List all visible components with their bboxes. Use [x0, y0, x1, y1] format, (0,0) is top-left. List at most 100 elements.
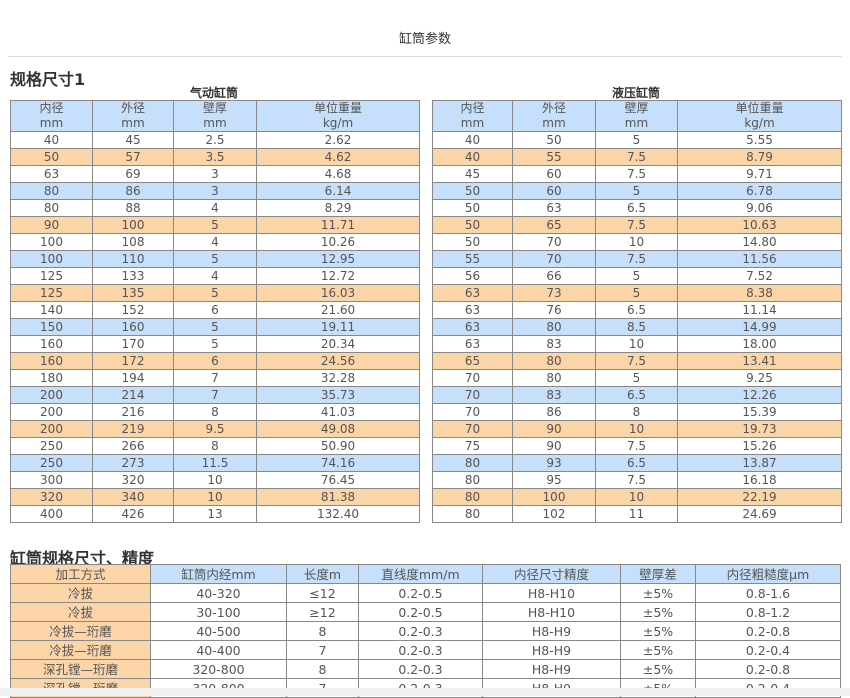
table-cell: H8-H9: [482, 659, 621, 679]
table-cell: 108: [92, 233, 174, 251]
table-cell: 125: [10, 284, 93, 302]
column-header: 加工方式: [10, 564, 151, 584]
table-cell: 45: [92, 131, 174, 149]
table-cell: ±5%: [620, 659, 696, 679]
header-line: kg/m: [744, 116, 775, 130]
table-cell: 340: [92, 488, 174, 506]
header-row: 内径 mm 外径 mm 壁厚 mm 单位重量 kg/m: [432, 100, 842, 132]
table-cell: 9.5: [173, 420, 257, 438]
header-line: mm: [624, 116, 649, 130]
table-cell: 70: [432, 369, 513, 387]
table-cell: 8: [173, 437, 257, 455]
process-method: 冷拔: [10, 602, 151, 622]
table-cell: 11.56: [677, 250, 842, 268]
table-row: 125 135 5 16.03: [10, 284, 420, 302]
table-cell: 50: [432, 199, 513, 217]
table-row: 50 70 10 14.80: [432, 233, 842, 251]
table-cell: 7.5: [595, 250, 678, 268]
table-row: 冷拔—珩磨 40-500 8 0.2-0.3 H8-H9 ±5% 0.2-0.8: [10, 621, 841, 641]
table-cell: 70: [512, 233, 596, 251]
table-cell: 70: [512, 250, 596, 268]
table-cell: 10: [595, 233, 678, 251]
column-header: 缸筒内经mm: [150, 564, 287, 584]
table-cell: 75: [432, 437, 513, 455]
table-cell: 110: [92, 250, 174, 268]
table-cell: 65: [512, 216, 596, 234]
table-cell: 250: [10, 454, 93, 472]
table-cell: 300: [10, 471, 93, 489]
table-row: 50 63 6.5 9.06: [432, 199, 842, 217]
header-line: mm: [460, 116, 485, 130]
table-cell: 133: [92, 267, 174, 285]
table-cell: 50: [512, 131, 596, 149]
table-cell: 8.29: [256, 199, 420, 217]
table-cell: 132.40: [256, 505, 420, 523]
divider: [8, 56, 842, 57]
table-cell: 63: [512, 199, 596, 217]
table-cell: 180: [10, 369, 93, 387]
table-row: 50 65 7.5 10.63: [432, 216, 842, 234]
table-cell: 15.39: [677, 403, 842, 421]
table-cell: 3: [173, 165, 257, 183]
table-cell: 95: [512, 471, 596, 489]
table-cell: 4: [173, 267, 257, 285]
bottom-bar: [0, 688, 850, 696]
column-header: 单位重量 kg/m: [677, 100, 842, 132]
table-cell: 24.69: [677, 505, 842, 523]
table-row: 200 216 8 41.03: [10, 403, 420, 421]
table-cell: 15.26: [677, 437, 842, 455]
table-cell: 12.26: [677, 386, 842, 404]
table-cell: 8: [595, 403, 678, 421]
table-cell: 35.73: [256, 386, 420, 404]
table-cell: 140: [10, 301, 93, 319]
table-cell: 6.5: [595, 199, 678, 217]
table-row: 125 133 4 12.72: [10, 267, 420, 285]
table-cell: 8.38: [677, 284, 842, 302]
table-cell: 9.71: [677, 165, 842, 183]
table-cell: 10: [595, 488, 678, 506]
table-cell: 83: [512, 386, 596, 404]
table-row: 63 83 10 18.00: [432, 335, 842, 353]
table-cell: 60: [512, 165, 596, 183]
column-header: 单位重量 kg/m: [256, 100, 420, 132]
table-cell: 7.5: [595, 165, 678, 183]
table-cell: 320: [10, 488, 93, 506]
table-cell: 19.11: [256, 318, 420, 336]
table-cell: 80: [10, 199, 93, 217]
table-row: 80 86 3 6.14: [10, 182, 420, 200]
table-cell: 7.5: [595, 437, 678, 455]
column-header: 外径 mm: [92, 100, 174, 132]
table-cell: 70: [432, 403, 513, 421]
table-cell: 8: [286, 621, 359, 641]
table-cell: 16.03: [256, 284, 420, 302]
table-cell: 50: [10, 148, 93, 166]
table-cell: 40: [432, 131, 513, 149]
hydraulic-caption: 液压缸筒: [611, 86, 660, 100]
table-cell: 80: [432, 471, 513, 489]
table-cell: 170: [92, 335, 174, 353]
table-cell: 50: [432, 182, 513, 200]
header-row: 内径 mm 外径 mm 壁厚 mm 单位重量 kg/m: [10, 100, 420, 132]
column-header: 直线度mm/m: [358, 564, 483, 584]
table-cell: 160: [10, 335, 93, 353]
table-row: 50 60 5 6.78: [432, 182, 842, 200]
table-cell: 16.18: [677, 471, 842, 489]
table-cell: 100: [10, 233, 93, 251]
table-cell: 6.78: [677, 182, 842, 200]
table-cell: 22.19: [677, 488, 842, 506]
table-cell: 5: [173, 284, 257, 302]
table-cell: 7: [173, 386, 257, 404]
table-cell: 80: [10, 182, 93, 200]
table-row: 50 57 3.5 4.62: [10, 148, 420, 166]
table-cell: 5.55: [677, 131, 842, 149]
table-cell: 9.25: [677, 369, 842, 387]
header-line: 外径: [541, 101, 566, 115]
table-cell: 194: [92, 369, 174, 387]
table-cell: 66: [512, 267, 596, 285]
table-row: 250 266 8 50.90: [10, 437, 420, 455]
table-row: 40 55 7.5 8.79: [432, 148, 842, 166]
header-line: 单位重量: [313, 101, 362, 115]
table-cell: 3: [173, 182, 257, 200]
table-cell: 40: [432, 148, 513, 166]
table-cell: 4.62: [256, 148, 420, 166]
